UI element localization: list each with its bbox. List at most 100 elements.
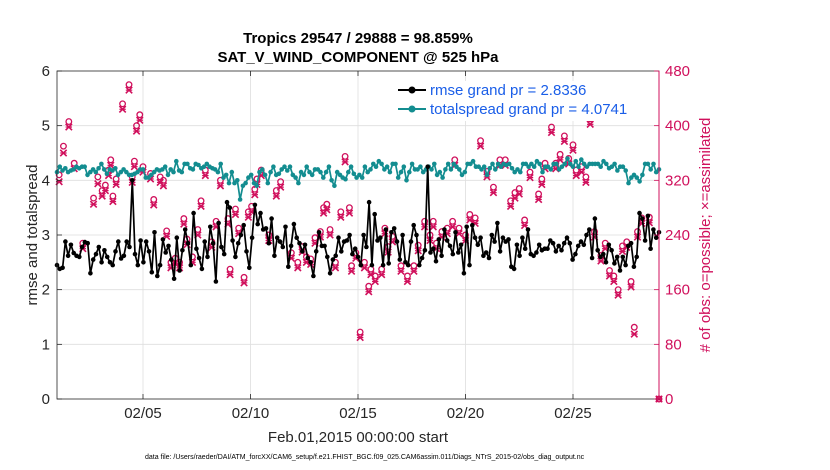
rmse-point [238,232,244,238]
obs-possible-marker [107,156,115,164]
obs-possible-marker [521,216,529,224]
obs-possible-marker [65,118,73,126]
obs-possible-marker [60,142,67,150]
rmse-point [361,232,366,238]
rmse-point [227,205,233,210]
rmse-point [481,253,486,259]
totalspread-point [506,161,512,167]
rmse-point [422,248,428,253]
rmse-point [470,222,475,228]
obs-assimilated-marker [130,162,139,171]
rmse-point [573,251,578,257]
totalspread-point [393,161,398,167]
rmse-point [366,199,372,205]
rmse-point [522,246,528,251]
totalspread-point [101,167,107,172]
totalspread-point [82,164,87,169]
rmse-point [313,249,319,254]
totalspread-point [215,169,221,175]
totalspread-point [509,166,515,171]
totalspread-point [462,169,468,175]
rmse-point [263,226,269,231]
obs-possible-marker [429,217,437,225]
obs-assimilated-marker [118,105,127,114]
rmse-point [386,261,392,266]
obs-assimilated-marker [197,202,205,211]
obs-assimilated-marker [347,267,356,275]
rmse-point [352,246,358,251]
obs-assimilated-marker [610,277,618,286]
y-tick-label-right: 80 [665,336,682,353]
rmse-point [330,257,336,262]
rmse-point [453,230,458,235]
totalspread-point [326,164,332,169]
totalspread-point [429,167,434,172]
totalspread-point [190,167,196,172]
rmse-point [550,240,556,246]
rmse-point [425,164,431,169]
rmse-point [99,260,104,265]
obs-possible-marker [466,211,474,218]
rmse-point [146,249,152,254]
totalspread-point [260,167,265,172]
obs-assimilated-marker [65,123,73,131]
rmse-point [79,244,85,250]
obs-possible-marker [455,224,463,232]
rmse-point [614,254,620,260]
legend-box [393,81,645,121]
rmse-point [417,262,422,268]
totalspread-point [329,178,334,183]
obs-possible-marker [365,282,373,290]
totalspread-point [265,180,271,186]
tick-layer: 02/05 02/10 02/15 02/20 02/25 0 1 2 3 4 5 6 0 80 160 24… [42,63,690,422]
rmse-point [606,242,612,248]
rmse-point [483,250,489,255]
obs-possible-marker [630,323,638,331]
legend-label-totalspread: totalspread grand pr = 4.0741 [430,101,627,118]
rmse-point [336,235,341,240]
data-file-footnote: data file: /Users/raeder/DAI/ATM_forcXX/… [145,454,585,461]
obs-possible-marker [569,141,577,149]
rmse-point [325,254,330,260]
totalspread-point [612,161,617,167]
rmse-point [517,253,522,259]
totalspread-point [179,169,185,175]
rmse-point [208,224,213,230]
rmse-point [196,255,202,261]
rmse-point [405,262,411,268]
totalspread-point [368,167,373,172]
totalspread-point [293,175,298,180]
rmse-point [180,248,185,253]
rmse-point [169,257,174,262]
obs-assimilated-marker [89,200,98,209]
totalspread-point [196,162,201,168]
obs-assimilated-marker [597,257,605,265]
rmse-point [258,210,263,216]
y-tick-label-left: 0 [42,391,50,408]
rmse-point [121,253,127,259]
rmse-point [534,250,539,255]
rmse-point [612,261,617,266]
rmse-point [536,242,542,248]
obs-assimilated-marker [226,270,234,279]
y-tick-label-left: 5 [42,118,50,135]
totalspread-point [529,161,534,167]
obs-possible-marker [101,181,109,189]
rmse-point [152,230,157,235]
obs-assimilated-marker [526,173,534,182]
rmse-point [375,238,380,243]
totalspread-point [162,164,168,169]
rmse-point [587,227,592,232]
totalspread-point [540,169,545,175]
obs-possible-marker [397,262,405,270]
obs-assimilated-marker [331,264,340,272]
totalspread-point [570,164,576,169]
rmse-point [419,255,425,261]
obs-assimilated-marker [534,195,543,204]
rmse-point [567,240,573,246]
obs-assimilated-marker [251,190,259,199]
rmse-point [589,255,595,261]
rmse-point [380,262,386,268]
obs-assimilated-marker [538,180,546,189]
obs-assimilated-marker [364,287,373,296]
